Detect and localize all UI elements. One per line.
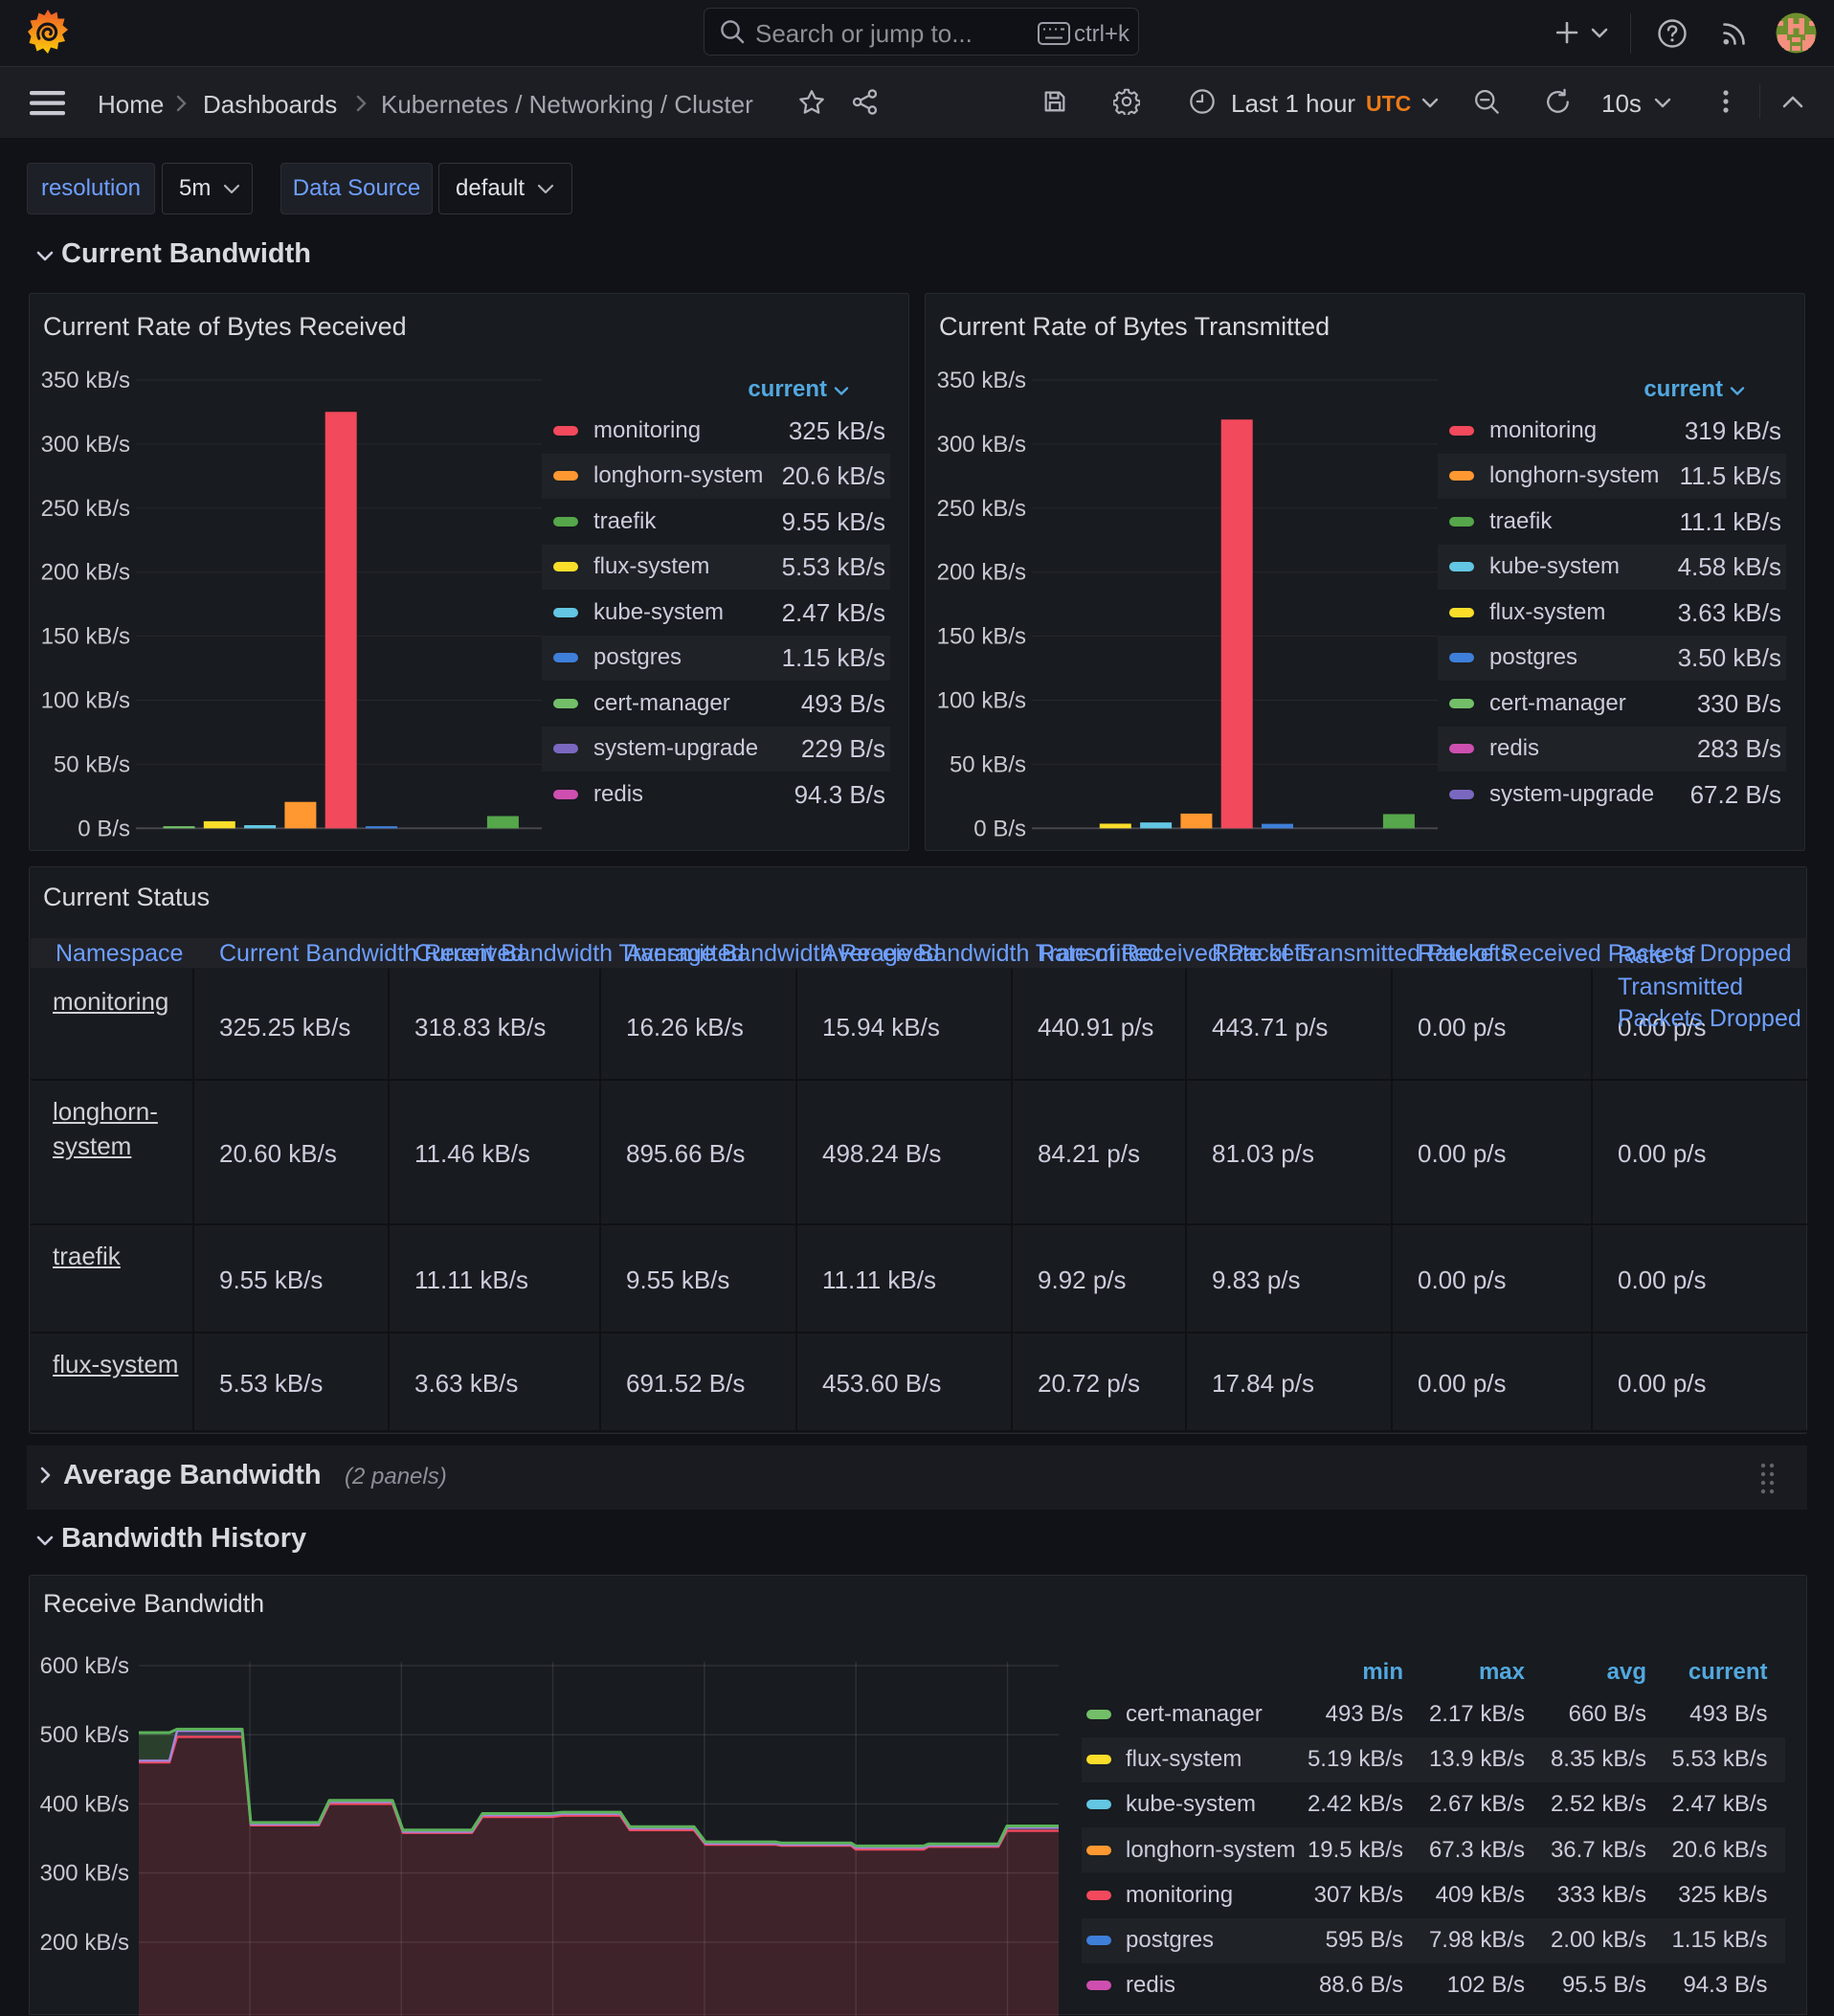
svg-text:100 kB/s: 100 kB/s: [937, 688, 1026, 714]
svg-text:400 kB/s: 400 kB/s: [40, 1791, 129, 1817]
svg-text:300 kB/s: 300 kB/s: [40, 1861, 129, 1887]
svg-text:200 kB/s: 200 kB/s: [40, 1930, 129, 1956]
svg-text:300 kB/s: 300 kB/s: [41, 432, 130, 458]
svg-text:600 kB/s: 600 kB/s: [40, 1653, 129, 1679]
svg-text:150 kB/s: 150 kB/s: [41, 624, 130, 650]
svg-text:0 B/s: 0 B/s: [78, 816, 130, 841]
svg-text:150 kB/s: 150 kB/s: [937, 624, 1026, 650]
svg-text:100 kB/s: 100 kB/s: [41, 688, 130, 714]
svg-text:50 kB/s: 50 kB/s: [950, 751, 1026, 777]
svg-text:250 kB/s: 250 kB/s: [937, 496, 1026, 522]
svg-text:250 kB/s: 250 kB/s: [41, 496, 130, 522]
svg-text:500 kB/s: 500 kB/s: [40, 1722, 129, 1748]
svg-text:350 kB/s: 350 kB/s: [937, 368, 1026, 393]
svg-text:350 kB/s: 350 kB/s: [41, 368, 130, 393]
svg-text:200 kB/s: 200 kB/s: [937, 560, 1026, 586]
svg-text:0 B/s: 0 B/s: [973, 816, 1026, 841]
svg-text:200 kB/s: 200 kB/s: [41, 560, 130, 586]
svg-text:50 kB/s: 50 kB/s: [54, 751, 130, 777]
svg-text:300 kB/s: 300 kB/s: [937, 432, 1026, 458]
